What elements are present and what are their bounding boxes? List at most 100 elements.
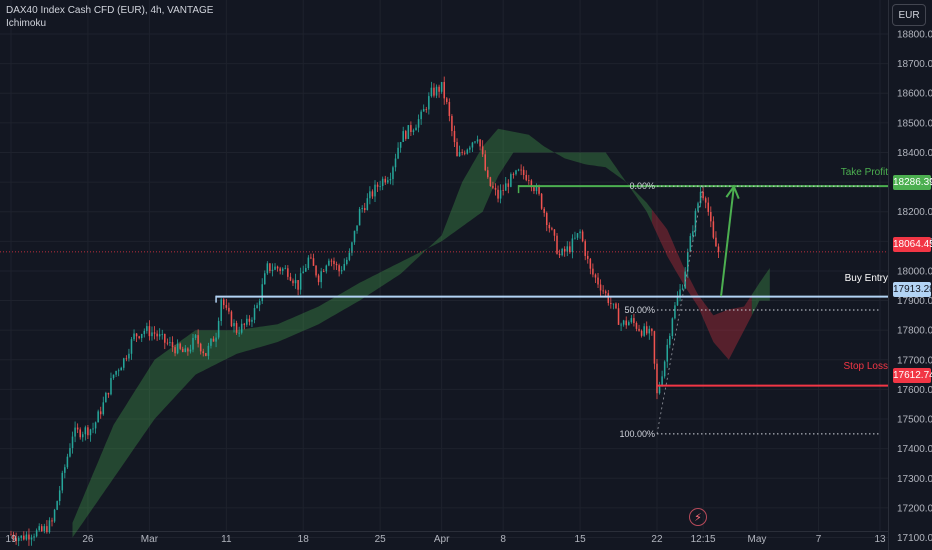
candle-body (166, 342, 169, 344)
take-profit-price-tag: 18286.39 (893, 175, 932, 190)
candle-body (561, 248, 563, 256)
candle-body (374, 184, 376, 197)
candle-body (540, 193, 543, 209)
candle-body (653, 331, 656, 364)
candle-body (71, 436, 74, 449)
candle-body (451, 115, 453, 132)
candle-body (215, 337, 217, 342)
candle-body (704, 198, 707, 203)
candle-body (702, 191, 704, 199)
candle-body (404, 131, 407, 139)
candle-body (143, 330, 146, 334)
candle-body (484, 154, 487, 171)
candle-body (161, 333, 164, 335)
candle-body (684, 271, 686, 289)
candle-body (551, 228, 553, 230)
candle-body (184, 348, 187, 353)
candle-body (61, 472, 64, 491)
candle-body (604, 291, 607, 294)
candle-body (15, 538, 17, 542)
candle-body (415, 127, 417, 131)
candle-body (371, 191, 374, 197)
candle-body (466, 149, 469, 154)
candle-body (676, 297, 679, 306)
candle-body (584, 241, 586, 256)
x-tick-label: Apr (434, 534, 450, 545)
candle-body (340, 270, 343, 272)
candle-body (328, 260, 330, 266)
candle-body (369, 191, 371, 199)
candle-body (222, 299, 225, 306)
candle-body (353, 230, 356, 243)
x-tick-label: 13 (874, 534, 886, 545)
candle-body (153, 332, 156, 334)
candle-body (492, 185, 494, 188)
candle-body (348, 252, 351, 260)
candle-body (333, 260, 335, 265)
candle-body (38, 526, 40, 531)
candle-body (379, 185, 381, 187)
x-tick-label: May (748, 534, 767, 545)
candle-body (366, 198, 369, 211)
currency-button[interactable]: EUR (892, 4, 926, 26)
indicator-label[interactable]: Ichimoku (6, 18, 47, 29)
candle-body (228, 307, 230, 312)
candle-body (694, 210, 697, 232)
candle-body (422, 109, 425, 112)
candle-body (587, 255, 589, 259)
candle-body (281, 268, 284, 271)
candle-body (235, 323, 238, 333)
candle-body (520, 169, 522, 171)
lightning-icon[interactable]: ⚡︎ (689, 508, 707, 526)
fibonacci-retracement[interactable]: 0.00% 50.00% 100.00% (619, 181, 880, 439)
candle-body (261, 284, 263, 302)
candle-body (692, 231, 694, 237)
candle-body (120, 367, 122, 371)
candle-body (187, 348, 189, 352)
candle-body (133, 333, 135, 340)
candle-body (563, 248, 566, 252)
candle-body (238, 332, 240, 334)
candle-body (20, 535, 23, 538)
candle-body (69, 448, 71, 457)
y-tick-label: 17500.00 (897, 415, 932, 426)
y-tick-label: 17700.00 (897, 355, 932, 366)
y-tick-label: 18600.00 (897, 89, 932, 100)
candle-body (471, 142, 474, 148)
candle-body (384, 178, 387, 183)
candle-body (389, 179, 392, 181)
candle-body (276, 266, 279, 269)
candle-body (435, 86, 438, 96)
candle-body (125, 358, 128, 360)
candle-body (140, 333, 143, 339)
candle-body (558, 253, 561, 256)
candle-body (679, 289, 681, 298)
candle-body (686, 251, 689, 272)
y-tick-label: 18500.00 (897, 118, 932, 129)
candle-body (302, 271, 304, 274)
stop-loss-price-tag: 17612.74 (893, 368, 932, 383)
candle-body (51, 520, 53, 522)
candle-body (597, 277, 599, 285)
candle-body (363, 208, 366, 211)
candle-body (712, 221, 715, 238)
current-price-tag: 18064.45 (893, 237, 932, 252)
candle-body (299, 273, 302, 290)
candle-body (571, 238, 574, 253)
target-arrow[interactable] (720, 184, 740, 297)
x-tick-label: 11 (221, 534, 232, 545)
candle-body (279, 268, 281, 271)
candle-body (230, 311, 233, 327)
candle-body (697, 203, 699, 211)
time-axis[interactable]: 19 26 Mar 11 18 25 Apr 8 15 22 12:15 May 7 13 (5, 534, 886, 545)
candle-body (199, 343, 202, 352)
x-tick-label: 26 (82, 534, 94, 545)
candle-body (94, 422, 97, 429)
candle-body (310, 257, 312, 259)
candle-body (97, 411, 99, 423)
candle-body (645, 326, 648, 334)
candle-body (528, 180, 530, 182)
candle-body (448, 101, 451, 116)
candle-body (397, 147, 399, 159)
